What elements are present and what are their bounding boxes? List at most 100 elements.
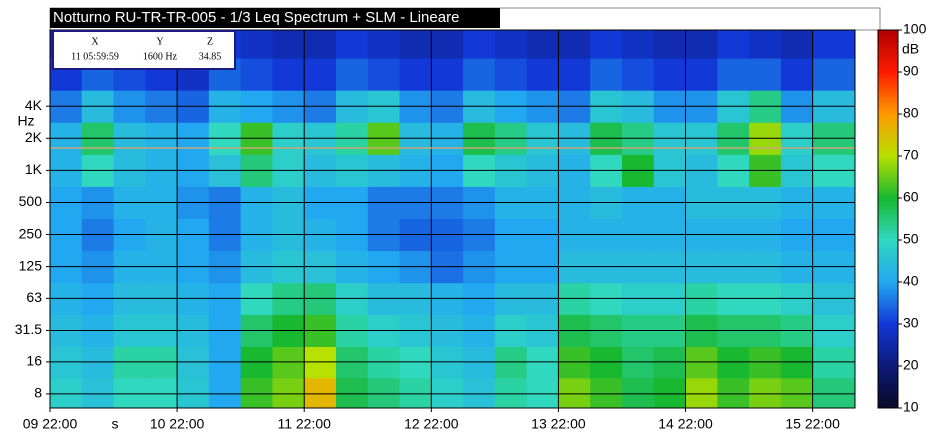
heat-cell: [590, 377, 623, 408]
heat-cell: [590, 30, 623, 59]
y-tick-label: 500: [19, 193, 43, 209]
heat-cell: [749, 58, 782, 91]
heat-cell: [463, 58, 496, 91]
heat-cell: [208, 377, 242, 408]
y-tick-label: 16: [26, 353, 42, 369]
heat-cell: [50, 377, 83, 408]
heat-cell: [431, 377, 464, 408]
heat-cell: [81, 377, 115, 408]
heat-cell: [335, 30, 369, 59]
heat-cell: [621, 377, 655, 408]
heat-cell: [145, 377, 178, 408]
y-tick-label: 250: [19, 225, 43, 241]
x-tick-label: 10 22:00: [150, 416, 205, 432]
x-tick-label: 11 22:00: [277, 416, 331, 432]
heat-cell: [431, 58, 464, 91]
cursor-value: 1600 Hz: [143, 51, 178, 62]
heat-cell: [780, 377, 814, 408]
heat-cell: [558, 30, 591, 59]
heat-cell: [558, 377, 591, 408]
heat-cell: [717, 58, 750, 91]
heat-cell: [653, 30, 687, 59]
y-tick-label: 125: [19, 257, 43, 273]
cursor-header: X: [91, 36, 99, 47]
heat-cell: [463, 377, 496, 408]
heat-cell: [812, 58, 855, 91]
colorbar-tick-label: 20: [903, 357, 919, 373]
cursor-frame: [52, 30, 236, 70]
cursor-value: 34.85: [199, 51, 222, 62]
heat-cell: [621, 58, 655, 91]
heatmap: [50, 30, 855, 408]
colorbar-tick-label: 50: [903, 231, 919, 247]
title-bg: [50, 8, 500, 28]
heat-cell: [717, 30, 750, 59]
cursor-value: 11 05:59:59: [71, 51, 119, 62]
colorbar-tick-label: 70: [903, 147, 919, 163]
chart-title: Notturno RU-TR-TR-005 - 1/3 Leq Spectrum…: [53, 9, 459, 26]
heat-cell: [717, 377, 750, 408]
x-tick-label: 13 22:00: [531, 416, 586, 432]
heat-cell: [399, 58, 432, 91]
heat-cell: [621, 30, 655, 59]
colorbar: [877, 29, 899, 409]
heat-cell: [494, 58, 528, 91]
heat-cell: [812, 377, 855, 408]
colorbar-tick-label: 10: [903, 399, 919, 415]
heat-cell: [367, 377, 401, 408]
colorbar-tick-label: 90: [903, 63, 919, 79]
heat-cell: [335, 58, 369, 91]
colorbar-tick-label: 80: [903, 105, 919, 121]
colorbar-tick-label: 40: [903, 273, 919, 289]
heat-cell: [113, 377, 146, 408]
heat-cell: [304, 30, 337, 59]
heat-cell: [399, 30, 432, 59]
heat-cell: [812, 30, 855, 59]
y-tick-label: 31.5: [15, 321, 42, 337]
cursor-box: X Y Z 11 05:59:59 1600 Hz 34.85: [52, 30, 236, 70]
heat-cell: [780, 30, 814, 59]
x-tick-label: 12 22:00: [404, 416, 459, 432]
heat-cell: [272, 58, 305, 91]
heat-cell: [494, 30, 528, 59]
heat-cell: [749, 30, 782, 59]
heat-cell: [304, 377, 337, 408]
heat-cell: [653, 58, 687, 91]
heat-cell: [399, 377, 432, 408]
heat-cell: [367, 30, 401, 59]
heat-cell: [367, 58, 401, 91]
heat-cell: [240, 30, 273, 59]
heat-cell: [240, 377, 273, 408]
x-tick-label: 15 22:00: [785, 416, 840, 432]
heat-cell: [749, 377, 782, 408]
heat-cell: [494, 377, 528, 408]
heat-cell: [526, 377, 559, 408]
y-tick-label: 2K: [25, 129, 43, 145]
heat-cell: [653, 377, 687, 408]
heat-cell: [685, 377, 718, 408]
y-tick-label: 8: [34, 385, 42, 401]
heat-cell: [685, 30, 718, 59]
y-tick-label: 63: [26, 289, 42, 305]
y-axis-label: Hz: [17, 113, 34, 129]
heat-cell: [272, 377, 305, 408]
heat-cell: [526, 58, 559, 91]
colorbar-label: dB: [902, 41, 919, 57]
plot-frame: [49, 29, 856, 409]
cursor-header: Y: [156, 36, 163, 47]
heat-cell: [177, 377, 210, 408]
heat-cell: [431, 30, 464, 59]
colorbar-tick-label: 60: [903, 189, 919, 205]
heat-cell: [304, 58, 337, 91]
x-tick-label: 14 22:00: [658, 416, 713, 432]
heat-cell: [590, 58, 623, 91]
cursor-header: Z: [207, 36, 213, 47]
x-tick-label: 09 22:00: [23, 416, 78, 432]
colorbar-tick-label: 100: [903, 21, 927, 37]
heat-cell: [272, 30, 305, 59]
y-tick-label: 4K: [25, 97, 43, 113]
heat-cell: [463, 30, 496, 59]
heat-cell: [685, 58, 718, 91]
heat-cell: [526, 30, 559, 59]
